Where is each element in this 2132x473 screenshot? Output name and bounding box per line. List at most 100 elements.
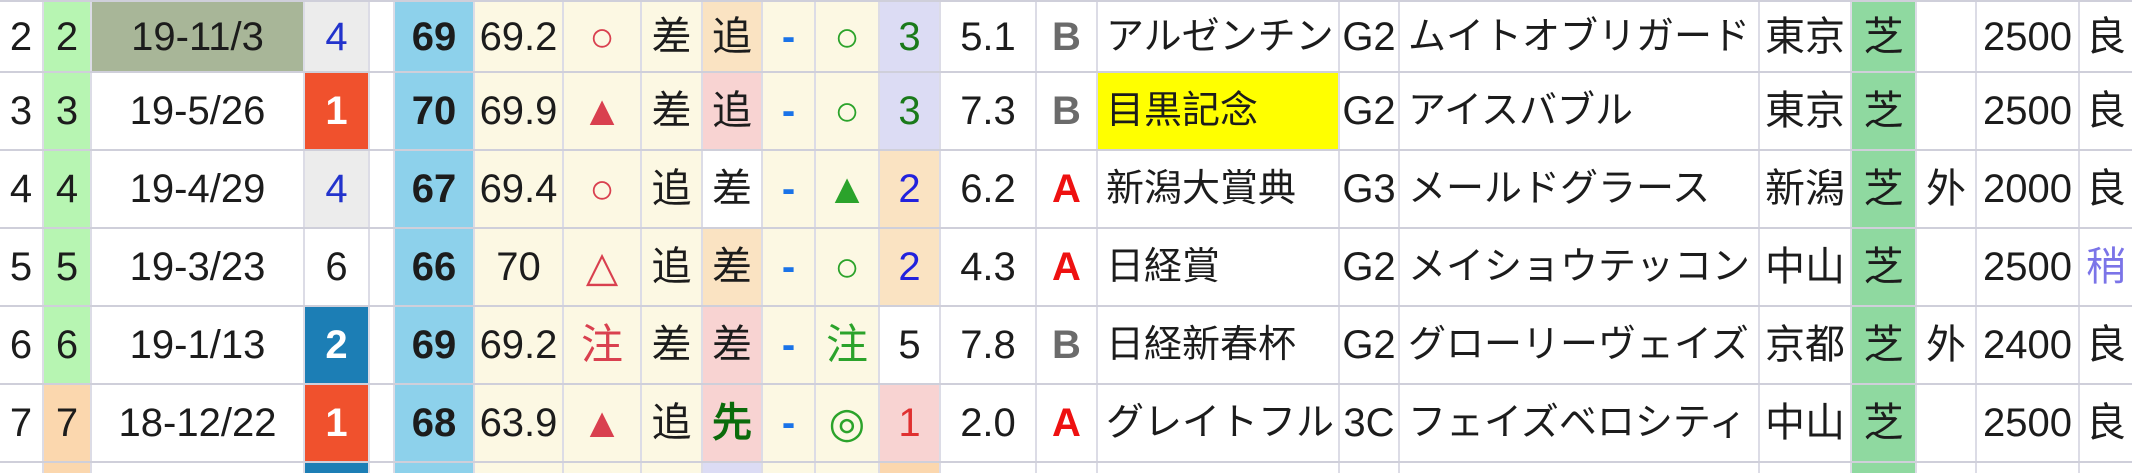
partial-row-cell	[92, 463, 305, 473]
odds-cell: 4.3	[941, 229, 1037, 305]
going-cell: 良	[2086, 14, 2126, 59]
horse-number-cell: 6	[44, 307, 92, 383]
race-grade-cell: G2	[1340, 73, 1400, 149]
paper-mark-red-cell: ○	[564, 151, 642, 227]
running-style-cell: 差	[642, 307, 703, 383]
race-grade-cell: 3C	[1340, 385, 1400, 461]
popularity-cell: 2	[880, 229, 941, 305]
spacer-cell	[370, 151, 395, 227]
partial-row-cell	[1852, 463, 1917, 473]
popularity-cell: 5	[880, 307, 941, 383]
going-cell: 稍	[2086, 245, 2126, 289]
running-style-cell: 追	[642, 229, 703, 305]
finish-position-badge: 4	[305, 151, 370, 227]
surface-cell: 芝	[1852, 229, 1917, 305]
race-date-cell: 19-3/23	[92, 229, 305, 305]
course-side-cell	[1917, 229, 1977, 305]
venue-cell: 東京	[1760, 73, 1852, 149]
rival-horse-cell: グローリーヴェイズ	[1400, 307, 1760, 383]
past-race-row: 2 2 19-11/3 4 69 69.2 ○ 差 追 - ○ 3 5.1 B …	[0, 2, 2132, 73]
row-index-cell: 5	[0, 229, 44, 305]
going-cell: 良	[2086, 323, 2126, 367]
venue-cell: 中山	[1760, 229, 1852, 305]
finish-position-badge: 6	[305, 229, 370, 305]
odds-cell: 7.8	[941, 307, 1037, 383]
spacer-cell	[370, 229, 395, 305]
going-cell: 良	[2086, 167, 2126, 211]
rival-horse-cell: メールドグラース	[1400, 151, 1760, 227]
dash-cell: -	[763, 73, 816, 149]
course-side-cell	[1917, 385, 1977, 461]
class-letter-cell: B	[1037, 307, 1098, 383]
speed-rating-cell: 67	[395, 151, 475, 227]
rival-horse-cell: フェイズベロシティ	[1400, 385, 1760, 461]
partial-row-cell	[1917, 463, 1977, 473]
popularity-cell: 2	[880, 151, 941, 227]
distance-cell: 2400	[1977, 307, 2080, 383]
dash-cell: -	[763, 2, 816, 71]
distance-cell: 2000	[1977, 151, 2080, 227]
spacer-cell	[370, 73, 395, 149]
class-letter-cell: A	[1037, 151, 1098, 227]
running-style2-cell: 追	[703, 2, 763, 71]
pace-figure-cell: 69.9	[475, 73, 564, 149]
pace-figure-cell: 70	[475, 229, 564, 305]
partial-row-cell	[475, 463, 564, 473]
pace-figure-cell: 69.4	[475, 151, 564, 227]
partial-row-cell	[2080, 463, 2132, 473]
course-side-cell	[1917, 2, 1977, 71]
race-name-cell: 日経新春杯	[1098, 307, 1340, 383]
row-index-cell: 4	[0, 151, 44, 227]
horse-number-cell: 2	[44, 2, 92, 71]
running-style2-cell: 先	[703, 385, 763, 461]
past-race-row: 3 3 19-5/26 1 70 69.9 ▲ 差 追 - ○ 3 7.3 B …	[0, 73, 2132, 151]
class-letter-cell: A	[1037, 385, 1098, 461]
horse-number-cell: 3	[44, 73, 92, 149]
partial-row-cell	[1098, 463, 1340, 473]
finish-position-badge: 4	[305, 2, 370, 71]
speed-rating-cell: 69	[395, 307, 475, 383]
running-style-cell: 追	[642, 385, 703, 461]
row-index-cell: 7	[0, 385, 44, 461]
popularity-cell: 1	[880, 385, 941, 461]
race-name-cell: 新潟大賞典	[1098, 151, 1340, 227]
running-style2-cell: 差	[703, 151, 763, 227]
surface-cell: 芝	[1852, 307, 1917, 383]
dash-cell: -	[763, 385, 816, 461]
partial-row-cell	[703, 463, 763, 473]
distance-cell: 2500	[1977, 229, 2080, 305]
race-date-cell: 19-4/29	[92, 151, 305, 227]
odds-cell: 6.2	[941, 151, 1037, 227]
partial-row-cell	[0, 463, 44, 473]
paper-mark-red-cell: ▲	[564, 385, 642, 461]
race-date-cell: 18-12/22	[92, 385, 305, 461]
race-name-cell: 目黒記念	[1098, 73, 1340, 149]
race-name-cell: グレイトフル	[1098, 385, 1340, 461]
odds-cell: 7.3	[941, 73, 1037, 149]
rival-horse-cell: アイスバブル	[1400, 73, 1760, 149]
paper-mark-green-cell: ▲	[816, 151, 880, 227]
race-date-cell: 19-11/3	[92, 2, 305, 71]
going-cell: 良	[2086, 401, 2126, 445]
class-letter-cell: B	[1037, 73, 1098, 149]
row-index-cell: 6	[0, 307, 44, 383]
paper-mark-green-cell: ○	[816, 2, 880, 71]
paper-mark-green-cell: 注	[816, 307, 880, 383]
paper-mark-red-cell: ○	[564, 2, 642, 71]
course-side-cell: 外	[1917, 307, 1977, 383]
odds-cell: 5.1	[941, 2, 1037, 71]
paper-mark-green-cell: ○	[816, 73, 880, 149]
course-side-cell: 外	[1917, 151, 1977, 227]
partial-row-cell	[1037, 463, 1098, 473]
dash-cell: -	[763, 229, 816, 305]
horse-number-cell: 4	[44, 151, 92, 227]
dash-cell: -	[763, 307, 816, 383]
going-cell: 良	[2086, 89, 2126, 133]
partial-row-cell	[1977, 463, 2080, 473]
speed-rating-cell: 68	[395, 385, 475, 461]
partial-row-cell	[763, 463, 816, 473]
horse-number-cell: 7	[44, 385, 92, 461]
horse-number-cell: 5	[44, 229, 92, 305]
dash-cell: -	[763, 151, 816, 227]
partial-row-cell	[1340, 463, 1400, 473]
